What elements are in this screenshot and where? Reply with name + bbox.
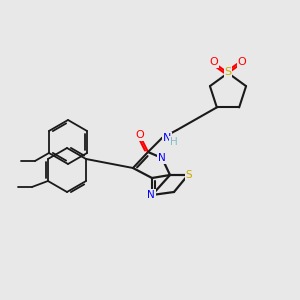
Text: S: S	[186, 170, 192, 180]
Text: O: O	[136, 130, 144, 140]
Text: N: N	[163, 133, 171, 143]
Text: H: H	[170, 137, 178, 147]
Text: O: O	[238, 57, 246, 67]
Text: N: N	[147, 190, 155, 200]
Text: O: O	[210, 57, 218, 67]
Text: N: N	[158, 153, 166, 163]
Text: S: S	[224, 67, 232, 77]
